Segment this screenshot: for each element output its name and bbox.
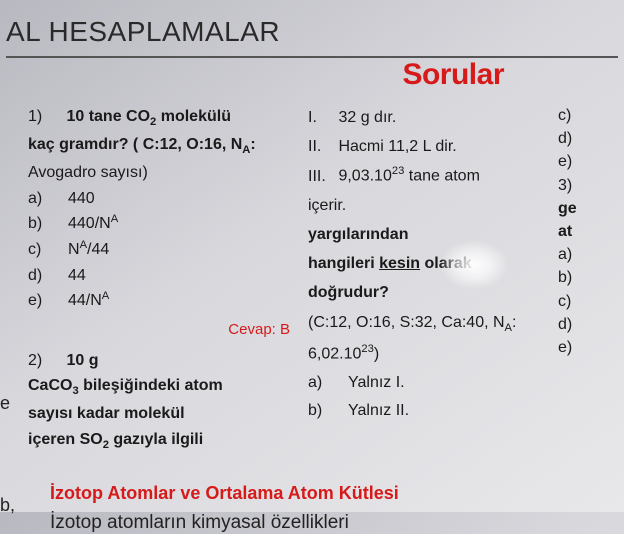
opt-e-val: 44/N	[68, 288, 102, 314]
mid-r3-line2: içerir.	[308, 192, 558, 219]
header-rule	[6, 56, 618, 58]
edge-letter-b: b,	[0, 495, 15, 516]
roman-3: III.	[308, 163, 334, 190]
roman-1: I.	[308, 104, 334, 131]
left-column: 1) 10 tane CO2 molekülü kaç gramdır? ( C…	[28, 104, 308, 455]
r3-sup: 23	[392, 165, 404, 177]
opt-b-val: 440/N	[68, 211, 111, 237]
right-item-4: 3)	[558, 174, 598, 197]
q1-text-part2: molekülü	[156, 108, 231, 125]
paren2-text: 6,02.10	[308, 345, 361, 362]
q2-line4: içeren SO2 gazıyla ilgili	[28, 427, 308, 455]
right-item-7: a)	[558, 243, 598, 266]
opt-c-val2: /44	[87, 237, 109, 263]
middle-column: I. 32 g dır. II. Hacmi 11,2 L dir. III. …	[308, 104, 558, 455]
mid-bold3: doğrudur?	[308, 279, 558, 306]
isotope-text: İzotop atomların kimyasal özellikleri	[50, 512, 624, 534]
content-columns: 1) 10 tane CO2 molekülü kaç gramdır? ( C…	[0, 68, 624, 455]
mid-a-label: a)	[308, 369, 348, 396]
page-header: AL HESAPLAMALAR	[0, 16, 624, 56]
right-item-11: e)	[558, 336, 598, 359]
opt-e-label: e)	[28, 288, 68, 314]
q2-number: 2)	[28, 348, 62, 374]
mid-bold1: yargılarından	[308, 221, 558, 248]
mid-r3: III. 9,03.1023 tane atom	[308, 162, 558, 190]
opt-c-label: c)	[28, 237, 68, 263]
opt-b-label: b)	[28, 211, 68, 237]
mid-bold2: hangileri kesin olarak	[308, 250, 558, 277]
q1-line2-text: kaç gramdır? ( C:12, O:16, N	[28, 136, 242, 153]
q2-line3: sayısı kadar molekül	[28, 401, 308, 427]
sorular-heading: Sorular	[402, 58, 504, 92]
right-item-0: c)	[558, 104, 598, 127]
q1-answer: Cevap: B	[28, 318, 308, 342]
bold2c: olarak	[420, 255, 472, 272]
right-item-9: c)	[558, 290, 598, 313]
r3-text-a: 9,03.10	[338, 168, 391, 185]
q2-line2: CaCO3 bileşiğindeki atom	[28, 373, 308, 401]
right-item-5: ge	[558, 197, 598, 220]
q1-opt-c: c) NA/44	[28, 237, 308, 263]
q2-line4a: içeren SO	[28, 431, 103, 448]
mid-b-text: Yalnız II.	[348, 397, 409, 424]
mid-r1: I. 32 g dır.	[308, 104, 558, 131]
edge-letter-e: e	[0, 393, 10, 414]
opt-d-val: 44	[68, 263, 86, 289]
q1-opt-a: a) 440	[28, 186, 308, 212]
q1-line2-colon: :	[250, 136, 255, 153]
q1-opt-d: d) 44	[28, 263, 308, 289]
bold2a: hangileri	[308, 255, 379, 272]
q2-line1-text: 10 g	[66, 352, 98, 369]
right-item-10: d)	[558, 313, 598, 336]
q2-line2a: CaCO	[28, 377, 72, 394]
q1-text-part1: 10 tane CO	[66, 108, 150, 125]
q2-block: 2) 10 g CaCO3 bileşiğindeki atom sayısı …	[28, 348, 308, 455]
r2-text: Hacmi 11,2 L dir.	[338, 138, 456, 155]
q1-opt-b: b) 440/NA	[28, 211, 308, 237]
opt-e-sub: A	[102, 288, 109, 314]
isotope-title: İzotop Atomlar ve Ortalama Atom Kütlesi	[50, 483, 624, 504]
opt-a-label: a)	[28, 186, 68, 212]
paren2b: )	[374, 345, 379, 362]
right-item-1: d)	[558, 127, 598, 150]
q2-line1: 2) 10 g	[28, 348, 308, 374]
paren2-sup: 23	[361, 343, 373, 355]
right-item-8: b)	[558, 266, 598, 289]
mid-b-label: b)	[308, 397, 348, 424]
mid-r2: II. Hacmi 11,2 L dir.	[308, 133, 558, 160]
roman-2: II.	[308, 133, 334, 160]
mid-opt-b: b) Yalnız II.	[308, 397, 558, 424]
mid-paren2: 6,02.1023)	[308, 340, 558, 368]
opt-a-val: 440	[68, 186, 95, 212]
mid-a-text: Yalnız I.	[348, 369, 405, 396]
r1-text: 32 g dır.	[338, 109, 396, 126]
right-item-6: at	[558, 220, 598, 243]
q1-line2: kaç gramdır? ( C:12, O:16, NA:	[28, 132, 308, 160]
q2-line2b: bileşiğindeki atom	[79, 377, 223, 394]
paren-a: (C:12, O:16, S:32, Ca:40, N	[308, 314, 505, 331]
opt-c-val: N	[68, 237, 80, 263]
q1-number: 1)	[28, 104, 62, 130]
q2-line4b: gazıyla ilgili	[109, 431, 203, 448]
paren-b: :	[512, 314, 516, 331]
paren-sub-a: A	[505, 322, 512, 334]
opt-b-sub: A	[111, 211, 118, 237]
bold2b: kesin	[379, 255, 420, 272]
opt-d-label: d)	[28, 263, 68, 289]
mid-opt-a: a) Yalnız I.	[308, 369, 558, 396]
q1-line1: 1) 10 tane CO2 molekülü	[28, 104, 308, 132]
q1-opt-e: e) 44/NA	[28, 288, 308, 314]
opt-c-sub: A	[80, 237, 87, 263]
right-item-2: e)	[558, 150, 598, 173]
mid-paren1: (C:12, O:16, S:32, Ca:40, NA:	[308, 309, 558, 338]
r3-text-b: tane atom	[404, 168, 480, 185]
right-column: c) d) e) 3) ge at a) b) c) d) e)	[558, 104, 598, 455]
q1-line3: Avogadro sayısı)	[28, 160, 308, 186]
